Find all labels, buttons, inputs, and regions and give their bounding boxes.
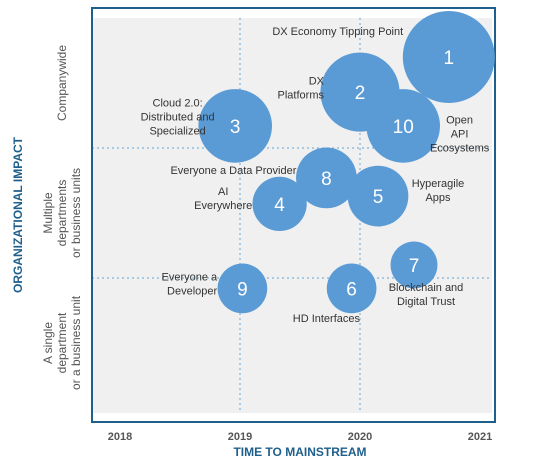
bubble-label-line: Hyperagile	[412, 178, 465, 190]
bubble-circle	[366, 89, 441, 163]
bubble-label: AI Everywhere	[194, 186, 252, 212]
bubble-9: 9 Everyone a Developer	[162, 263, 268, 314]
bubble-label: Cloud 2.0: Distributed and Specialized	[141, 97, 215, 137]
bubbles: 1 DX Economy Tipping Point 2 DX Platforms 10 O…	[141, 11, 495, 325]
bubble-label: Hyperagile Apps	[412, 178, 465, 204]
bubble-label: DX Platforms	[278, 75, 325, 101]
bubble-label: HD Interfaces	[293, 313, 361, 325]
bubble-3: 3 Cloud 2.0: Distributed and Specialized	[141, 89, 272, 163]
bubble-number: 6	[346, 279, 357, 300]
bubble-label-line: Digital Trust	[397, 296, 455, 308]
y-category-label-line: Multiple	[41, 192, 55, 234]
bubble-label-line: DX Economy Tipping Point	[272, 26, 403, 38]
x-tick-label: 2018	[108, 431, 132, 443]
bubble-5: 5 Hyperagile Apps	[347, 165, 465, 227]
bubble-circle	[252, 176, 307, 232]
bubble-7: 7 Blockchain and Digital Trust	[389, 241, 464, 308]
bubble-label-line: AI	[218, 186, 228, 198]
bubble-number: 3	[230, 117, 241, 138]
bubble-circle	[326, 263, 377, 314]
bubble-circle	[217, 263, 268, 314]
bubble-number: 9	[237, 279, 248, 300]
y-category-label-line: or business units	[69, 168, 83, 258]
bubble-number: 2	[355, 83, 366, 104]
bubble-4: 4 AI Everywhere	[194, 176, 307, 232]
bubble-number: 10	[393, 117, 414, 138]
bubble-circle	[390, 241, 438, 289]
bubble-label-line: Cloud 2.0:	[153, 97, 203, 109]
bubble-circle	[198, 89, 272, 163]
x-tick-labels: 2018 2019 2020 2021	[108, 431, 492, 443]
bubble-label-line: HD Interfaces	[293, 313, 361, 325]
y-category-label-line: A single	[41, 322, 55, 364]
bubble-number: 4	[274, 195, 285, 216]
bubble-label-line: Ecosystems	[430, 142, 490, 154]
bubble-label-line: Blockchain and	[389, 282, 464, 294]
bubble-label-line: API	[451, 128, 469, 140]
bubble-label-line: Everywhere	[194, 200, 252, 212]
bubble-label: Blockchain and Digital Trust	[389, 282, 464, 308]
bubble-circle	[402, 11, 495, 103]
y-category-label-line: or a business unit	[69, 295, 83, 390]
bubble-label-line: DX	[309, 75, 325, 87]
y-category-label: Companywide	[55, 45, 69, 121]
bubble-number: 8	[321, 169, 332, 190]
y-axis-title: ORGANIZATIONAL IMPACT	[11, 136, 25, 293]
x-tick-label: 2020	[348, 431, 372, 443]
bubble-circle	[296, 147, 357, 209]
y-category-label-line: department	[55, 312, 69, 373]
bubble-label: Open API Ecosystems	[430, 114, 490, 154]
bubble-label-line: Everyone a	[162, 272, 219, 284]
bubble-10: 10 Open API Ecosystems	[366, 89, 490, 163]
bubble-label-line: Open	[446, 114, 473, 126]
bubble-label-line: Distributed and	[141, 111, 215, 123]
y-category-label-line: Companywide	[55, 45, 69, 121]
y-category-label-line: departments	[55, 180, 69, 247]
x-tick-label: 2021	[468, 431, 492, 443]
bubble-label: Everyone a Developer	[162, 272, 219, 298]
bubble-circle	[347, 165, 409, 227]
bubble-number: 5	[373, 187, 384, 208]
plot-frame	[91, 7, 496, 423]
bubble-8: 8 Everyone a Data Provider	[170, 147, 357, 209]
bubble-1: 1 DX Economy Tipping Point	[272, 11, 495, 103]
y-category-labels: A singledepartmentor a business unit Mult…	[41, 45, 83, 390]
bubble-number: 7	[409, 256, 420, 277]
bubble-label-line: Developer	[167, 286, 217, 298]
x-axis-title: TIME TO MAINSTREAM	[233, 445, 366, 459]
bubble-label-line: Platforms	[278, 89, 325, 101]
bubble-6: 6 HD Interfaces	[293, 263, 377, 325]
y-category-label: Multipledepartmentsor business units	[41, 168, 83, 258]
y-category-label: A singledepartmentor a business unit	[41, 295, 83, 390]
x-tick-label: 2019	[228, 431, 252, 443]
bubble-number: 1	[444, 48, 455, 69]
bubble-label-line: Everyone a Data Provider	[170, 165, 296, 177]
bubble-label: DX Economy Tipping Point	[272, 26, 403, 38]
bubble-label-line: Specialized	[149, 125, 205, 137]
bubble-label: Everyone a Data Provider	[170, 165, 296, 177]
bubble-label-line: Apps	[425, 192, 451, 204]
